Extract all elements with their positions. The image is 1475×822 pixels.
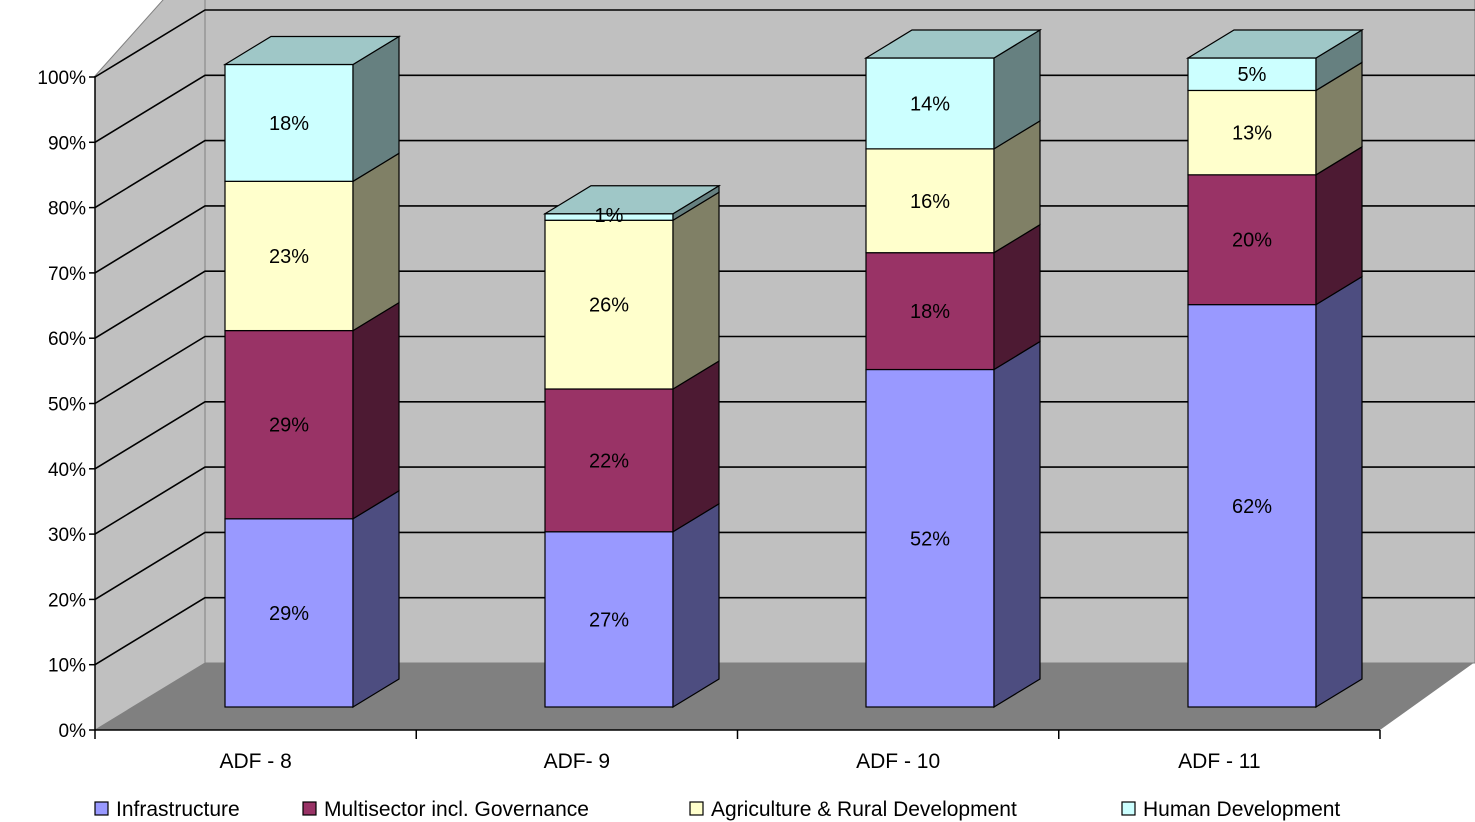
data-label: 13% — [1232, 123, 1272, 145]
category-label: ADF - 11 — [1178, 750, 1260, 773]
data-label: 23% — [269, 246, 309, 268]
bar-segment-agriculture-rural-development — [224, 180, 354, 332]
data-label: 1% — [595, 205, 624, 227]
data-label: 27% — [589, 609, 629, 631]
y-tick-label: 80% — [48, 199, 86, 220]
bar-segment-infrastructure-side — [672, 502, 720, 709]
legend-swatch — [94, 801, 109, 816]
legend-swatch — [689, 801, 704, 816]
gridline — [94, 9, 1475, 78]
y-tick-label: 70% — [48, 264, 86, 285]
y-tick-label: 60% — [48, 329, 86, 350]
y-tick-label: 30% — [48, 525, 86, 546]
legend: Infrastructure Multisector incl. Governan… — [94, 798, 1340, 821]
gridline — [94, 74, 1475, 143]
bar-segment-infrastructure — [865, 368, 995, 708]
y-tick-label: 10% — [48, 656, 86, 677]
y-tick-label: 0% — [59, 721, 87, 742]
bar-segment-multisector-incl-governance — [224, 329, 354, 520]
gridline — [94, 205, 1475, 274]
data-label: 62% — [1232, 496, 1272, 518]
bar-top — [222, 35, 402, 66]
legend-label: Multisector incl. Governance — [324, 798, 589, 821]
y-axis: 0% 10% 20% 30% 40% 50% 60% 70% 80% 90% 100% — [37, 68, 96, 742]
bar-segment-infrastructure-side — [352, 489, 400, 709]
gridlines — [94, 9, 1475, 666]
bar-top — [863, 29, 1043, 59]
bar-segment-infrastructure-side — [1315, 275, 1363, 709]
data-labels: 29% 29% 23% 18% 27% 22% 26% 1% 52% 18% 16% 14% 62% 20… — [269, 64, 1272, 631]
legend-label: Agriculture & Rural Development — [711, 798, 1017, 821]
data-label: 29% — [269, 603, 309, 625]
data-label: 18% — [269, 113, 309, 135]
gridline — [94, 270, 1475, 339]
bar-segment-multisector-incl-governance-side — [352, 301, 400, 520]
bar-segment-infrastructure-side — [993, 340, 1041, 709]
legend-swatch — [302, 801, 317, 816]
bars — [222, 28, 1365, 709]
data-label: 18% — [910, 301, 950, 323]
gridline — [94, 335, 1475, 405]
bar-segment-agriculture-rural-development — [1187, 89, 1317, 176]
legend-swatch — [1121, 801, 1136, 816]
gridline — [94, 466, 1475, 535]
legend-label: Infrastructure — [116, 798, 240, 821]
y-tick-label: 100% — [37, 68, 86, 89]
bar-segment-agriculture-rural-development-side — [672, 191, 720, 391]
y-tick-label: 40% — [48, 460, 86, 481]
bar-segment-multisector-incl-governance — [865, 252, 995, 371]
data-label: 5% — [1238, 64, 1267, 86]
bar-segment-agriculture-rural-development-side — [352, 152, 400, 332]
bar-top — [542, 185, 722, 215]
category-label: ADF - 10 — [856, 750, 940, 773]
gridline — [94, 139, 1475, 209]
gridline — [94, 400, 1475, 470]
gridline — [94, 596, 1475, 666]
y-tick-label: 50% — [48, 395, 86, 416]
bar-segment-multisector-incl-governance-side — [672, 359, 720, 533]
bar-top — [1185, 29, 1365, 59]
floor — [95, 662, 1475, 730]
y-tick-label: 90% — [48, 133, 86, 154]
bar-segment-agriculture-rural-development — [865, 148, 995, 254]
bar-segment-human-development — [1187, 57, 1317, 92]
bar-segment-human-development — [224, 63, 354, 182]
x-axis: ADF - 8 ADF- 9 ADF - 10 ADF - 11 — [94, 729, 1381, 773]
data-label: 26% — [589, 295, 629, 317]
bar-segment-human-development — [865, 57, 995, 150]
data-label: 14% — [910, 93, 950, 115]
y-tick-label: 20% — [48, 590, 86, 611]
data-label: 22% — [589, 450, 629, 472]
bar-segment-infrastructure — [1187, 304, 1317, 708]
bar-segment-infrastructure — [544, 531, 674, 708]
data-label: 52% — [910, 528, 950, 550]
bar-segment-agriculture-rural-development — [544, 219, 674, 390]
legend-label: Human Development — [1143, 798, 1340, 821]
data-label: 16% — [910, 191, 950, 213]
bar-segment-infrastructure — [224, 518, 354, 708]
data-label: 29% — [269, 415, 309, 437]
data-label: 20% — [1232, 230, 1272, 252]
category-label: ADF- 9 — [544, 750, 611, 773]
category-label: ADF - 8 — [219, 750, 291, 773]
gridline — [94, 531, 1475, 601]
